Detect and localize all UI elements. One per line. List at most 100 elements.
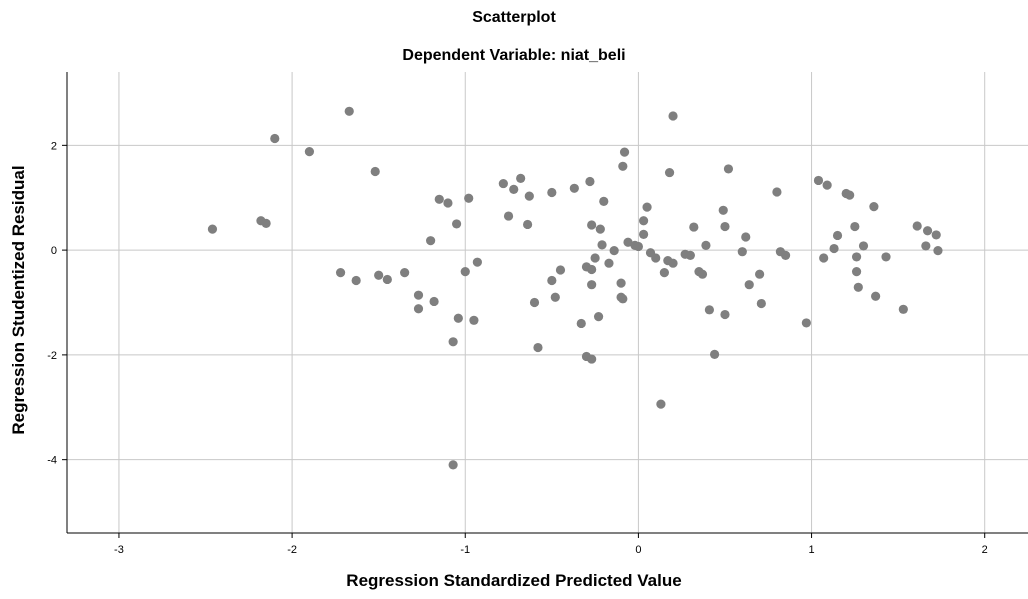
scatter-point [451, 219, 462, 229]
scatter-point [720, 309, 730, 320]
scatter-point [413, 290, 424, 300]
scatter-point [832, 230, 843, 241]
scatter-point [780, 250, 791, 260]
scatter-point [587, 354, 597, 364]
scatter-point [429, 296, 439, 307]
scatter-point [850, 221, 860, 232]
x-tick-label: -3 [114, 544, 124, 556]
scatter-point [616, 278, 626, 288]
scatter-point [744, 280, 754, 290]
scatter-point [737, 247, 747, 257]
scatter-point [547, 275, 557, 286]
scatter-point [351, 275, 361, 286]
scatter-point [639, 229, 649, 239]
chart-title: Scatterplot [472, 9, 556, 26]
scatter-point [851, 266, 862, 277]
axes [62, 72, 1028, 538]
scatter-point [509, 184, 519, 194]
grid-lines [67, 72, 1028, 533]
scatter-point [898, 304, 908, 314]
scatter-point [718, 205, 728, 215]
scatter-point [912, 221, 922, 231]
scatter-point [576, 318, 586, 329]
scatter-point [651, 253, 661, 263]
scatter-point [668, 111, 678, 121]
x-tick-label: -2 [287, 544, 297, 556]
scatter-point [822, 180, 832, 190]
scatter-point [709, 349, 720, 359]
scatter-point [689, 222, 699, 232]
scatter-point [434, 194, 444, 204]
scatter-point [851, 252, 862, 262]
scatter-point [374, 270, 384, 280]
scatter-point [642, 202, 652, 212]
scatter-point [593, 312, 604, 322]
scatter-point [922, 226, 933, 236]
scatter-point [618, 161, 628, 171]
scatter-point [547, 187, 557, 198]
scatter-point [270, 133, 280, 144]
scatter-point [921, 241, 931, 251]
scatter-point [633, 241, 644, 252]
scatter-point [599, 196, 609, 206]
scatter-point [590, 253, 600, 263]
scatter-point [370, 166, 380, 177]
scatter-point [382, 274, 392, 285]
y-tick-label: 0 [51, 245, 57, 257]
x-tick-label: 0 [635, 544, 641, 556]
scatter-point [472, 257, 482, 267]
scatter-point [723, 164, 734, 174]
scatter-point [503, 211, 514, 221]
scatter-point [344, 106, 354, 116]
scatter-point [772, 187, 782, 197]
scatter-point [595, 224, 605, 234]
scatter-point [931, 230, 941, 240]
scatter-point [464, 193, 474, 203]
scatter-point [304, 147, 315, 157]
scatter-point [426, 236, 436, 246]
scatter-point [668, 258, 678, 268]
scatter-point [829, 243, 839, 254]
scatter-point [207, 224, 218, 234]
scatter-point [498, 178, 508, 189]
scatter-point [819, 253, 829, 263]
x-tick-label: 2 [982, 544, 988, 556]
scatter-point [585, 176, 595, 187]
x-tick-label: 1 [808, 544, 814, 556]
scatter-point [869, 202, 879, 212]
scatter-point [755, 269, 765, 279]
y-tick-label: -4 [47, 455, 57, 467]
scatter-point [741, 232, 751, 242]
scatter-point [871, 291, 881, 301]
scatter-point [623, 237, 633, 247]
tick-labels: -3 -2 -1 0 1 2 -4 -2 0 2 [47, 140, 988, 556]
scatter-point [448, 460, 458, 470]
scatter-point [453, 313, 463, 323]
scatter-point [448, 337, 458, 347]
scatter-point [555, 265, 566, 275]
data-points [207, 106, 943, 470]
scatter-point [587, 264, 597, 275]
scatter-point [813, 175, 824, 186]
scatter-point [550, 292, 560, 302]
scatter-point [569, 183, 579, 193]
scatter-point [533, 342, 543, 353]
scatter-point [587, 280, 597, 290]
scatter-point [853, 282, 863, 292]
scatter-point [659, 268, 669, 278]
scatter-point [335, 268, 346, 278]
scatter-point [460, 266, 470, 277]
scatter-point [756, 298, 766, 309]
scatter-point [639, 216, 649, 226]
scatter-point [704, 305, 714, 315]
scatter-point [587, 220, 597, 230]
scatter-point [597, 240, 607, 250]
scatter-point [619, 147, 630, 157]
scatter-point [858, 241, 869, 251]
scatter-point [933, 246, 943, 256]
scatter-point [469, 315, 479, 325]
x-axis-label: Regression Standardized Predicted Value [346, 571, 682, 590]
scatter-point [609, 246, 619, 256]
